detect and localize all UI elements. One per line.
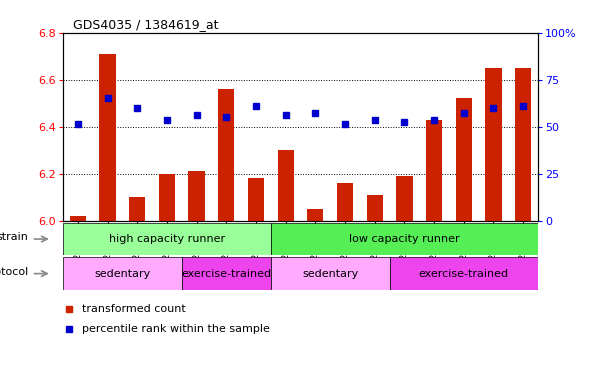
Bar [307, 209, 323, 221]
Bar [189, 171, 205, 221]
Bar [70, 216, 86, 221]
Text: transformed count: transformed count [82, 304, 186, 314]
Text: percentile rank within the sample: percentile rank within the sample [82, 324, 270, 334]
Bar [485, 68, 502, 221]
Bar [63, 223, 271, 255]
Bar [367, 195, 383, 221]
Bar [271, 257, 389, 290]
Text: high capacity runner: high capacity runner [109, 234, 225, 244]
Text: exercise-trained: exercise-trained [182, 268, 272, 279]
Bar [271, 223, 538, 255]
Text: strain: strain [0, 232, 28, 242]
Bar [456, 98, 472, 221]
Text: low capacity runner: low capacity runner [349, 234, 460, 244]
Text: sedentary: sedentary [94, 268, 151, 279]
Bar [337, 183, 353, 221]
Bar [389, 257, 538, 290]
Bar [159, 174, 175, 221]
Bar [129, 197, 145, 221]
Bar [278, 150, 294, 221]
Bar [63, 257, 182, 290]
Text: protocol: protocol [0, 267, 28, 277]
Bar [426, 120, 442, 221]
Bar [99, 54, 116, 221]
Text: sedentary: sedentary [302, 268, 358, 279]
Bar [182, 257, 271, 290]
Bar [218, 89, 234, 221]
Bar [248, 179, 264, 221]
Bar [515, 68, 531, 221]
Bar [396, 176, 412, 221]
Text: exercise-trained: exercise-trained [419, 268, 509, 279]
Text: GDS4035 / 1384619_at: GDS4035 / 1384619_at [73, 18, 218, 31]
